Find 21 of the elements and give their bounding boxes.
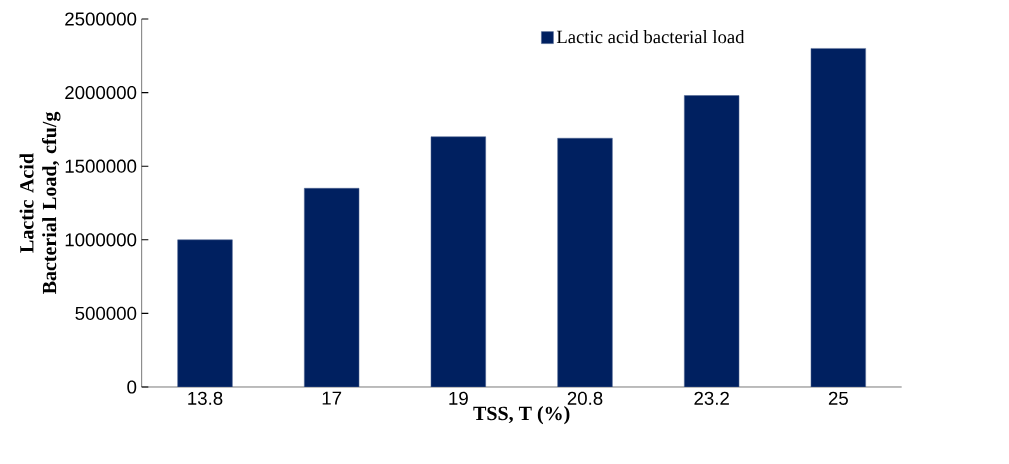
bar: [304, 188, 360, 387]
y-tick-label: 1500000: [65, 159, 137, 173]
x-axis-title: TSS, T (%): [473, 406, 570, 425]
y-axis-title: Lactic Acid Bacterial Load, cfu/g: [19, 111, 61, 295]
x-tick-label: 19: [449, 391, 468, 405]
y-tick-label: 0: [127, 380, 137, 394]
y-tick-label: 1000000: [65, 233, 137, 247]
y-tick-label: 2500000: [65, 12, 137, 26]
x-tick-label: 23.2: [694, 391, 729, 405]
x-tick-label: 25: [828, 391, 848, 405]
x-tick-label: 17: [322, 391, 342, 405]
legend-label: Lactic acid bacterial load: [556, 30, 745, 44]
bar: [430, 136, 486, 387]
bar: [177, 239, 233, 387]
y-tick-label: 500000: [75, 306, 137, 321]
y-tick-label: 2000000: [65, 85, 137, 100]
bar: [557, 137, 613, 387]
bar: [684, 95, 740, 387]
x-tick-label: 13.8: [188, 391, 223, 405]
x-tick-label: 20.8: [567, 391, 603, 405]
bar: [810, 48, 866, 387]
